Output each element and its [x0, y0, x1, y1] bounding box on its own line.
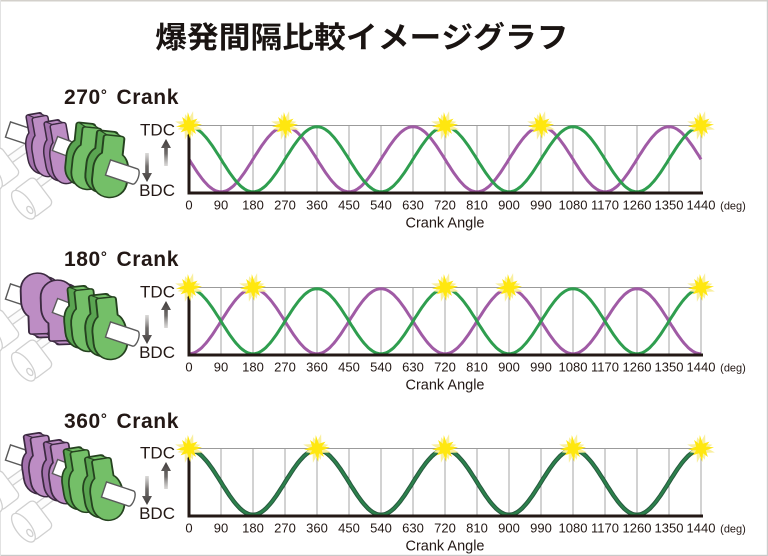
svg-text:360: 360 — [306, 198, 328, 213]
svg-text:630: 630 — [402, 521, 424, 536]
svg-text:810: 810 — [466, 198, 488, 213]
svg-text:990: 990 — [530, 521, 552, 536]
svg-text:TDC: TDC — [140, 444, 175, 463]
svg-text:450: 450 — [338, 360, 360, 375]
svg-text:270°Crank: 270° Crank — [64, 86, 179, 109]
svg-text:180: 180 — [242, 198, 264, 213]
svg-text:Crank Angle: Crank Angle — [406, 216, 485, 232]
svg-text:720: 720 — [434, 360, 456, 375]
svg-text:360: 360 — [306, 360, 328, 375]
svg-text:90: 90 — [214, 360, 228, 375]
svg-text:630: 630 — [402, 198, 424, 213]
svg-text:(deg): (deg) — [720, 524, 746, 536]
svg-text:1080: 1080 — [559, 360, 588, 375]
svg-text:900: 900 — [498, 521, 520, 536]
svg-text:720: 720 — [434, 521, 456, 536]
svg-text:630: 630 — [402, 360, 424, 375]
svg-text:(deg): (deg) — [720, 363, 746, 375]
svg-text:360°Crank: 360° Crank — [64, 410, 179, 433]
svg-text:450: 450 — [338, 521, 360, 536]
svg-text:990: 990 — [530, 360, 552, 375]
svg-text:180: 180 — [242, 360, 264, 375]
svg-text:540: 540 — [370, 360, 392, 375]
svg-text:1080: 1080 — [559, 198, 588, 213]
svg-text:1440: 1440 — [687, 360, 716, 375]
svg-text:TDC: TDC — [140, 121, 175, 140]
svg-text:720: 720 — [434, 198, 456, 213]
svg-text:810: 810 — [466, 521, 488, 536]
svg-text:1440: 1440 — [687, 198, 716, 213]
svg-text:90: 90 — [214, 198, 228, 213]
svg-text:0: 0 — [185, 521, 192, 536]
svg-text:1260: 1260 — [623, 360, 652, 375]
svg-text:0: 0 — [185, 198, 192, 213]
svg-text:0: 0 — [185, 360, 192, 375]
svg-text:1440: 1440 — [687, 521, 716, 536]
svg-text:90: 90 — [214, 521, 228, 536]
svg-text:810: 810 — [466, 360, 488, 375]
svg-text:540: 540 — [370, 198, 392, 213]
svg-text:BDC: BDC — [139, 181, 175, 200]
svg-text:1170: 1170 — [591, 521, 619, 536]
svg-text:450: 450 — [338, 198, 360, 213]
svg-text:990: 990 — [530, 198, 552, 213]
svg-text:270: 270 — [274, 521, 296, 536]
svg-text:1350: 1350 — [655, 360, 684, 375]
svg-text:270: 270 — [274, 198, 296, 213]
svg-text:1170: 1170 — [591, 360, 619, 375]
svg-text:1080: 1080 — [559, 521, 588, 536]
svg-text:Crank Angle: Crank Angle — [406, 539, 485, 555]
svg-text:540: 540 — [370, 521, 392, 536]
svg-text:TDC: TDC — [140, 283, 175, 302]
svg-text:180: 180 — [242, 521, 264, 536]
svg-text:270: 270 — [274, 360, 296, 375]
svg-text:900: 900 — [498, 198, 520, 213]
svg-text:1260: 1260 — [623, 198, 652, 213]
svg-text:180°Crank: 180° Crank — [64, 248, 179, 271]
svg-text:Crank Angle: Crank Angle — [406, 378, 485, 394]
svg-text:BDC: BDC — [139, 504, 175, 523]
svg-text:1170: 1170 — [591, 198, 619, 213]
svg-text:360: 360 — [306, 521, 328, 536]
svg-text:1260: 1260 — [623, 521, 652, 536]
svg-text:(deg): (deg) — [720, 201, 746, 213]
svg-text:1350: 1350 — [655, 521, 684, 536]
svg-text:BDC: BDC — [139, 343, 175, 362]
svg-text:1350: 1350 — [655, 198, 684, 213]
svg-text:900: 900 — [498, 360, 520, 375]
